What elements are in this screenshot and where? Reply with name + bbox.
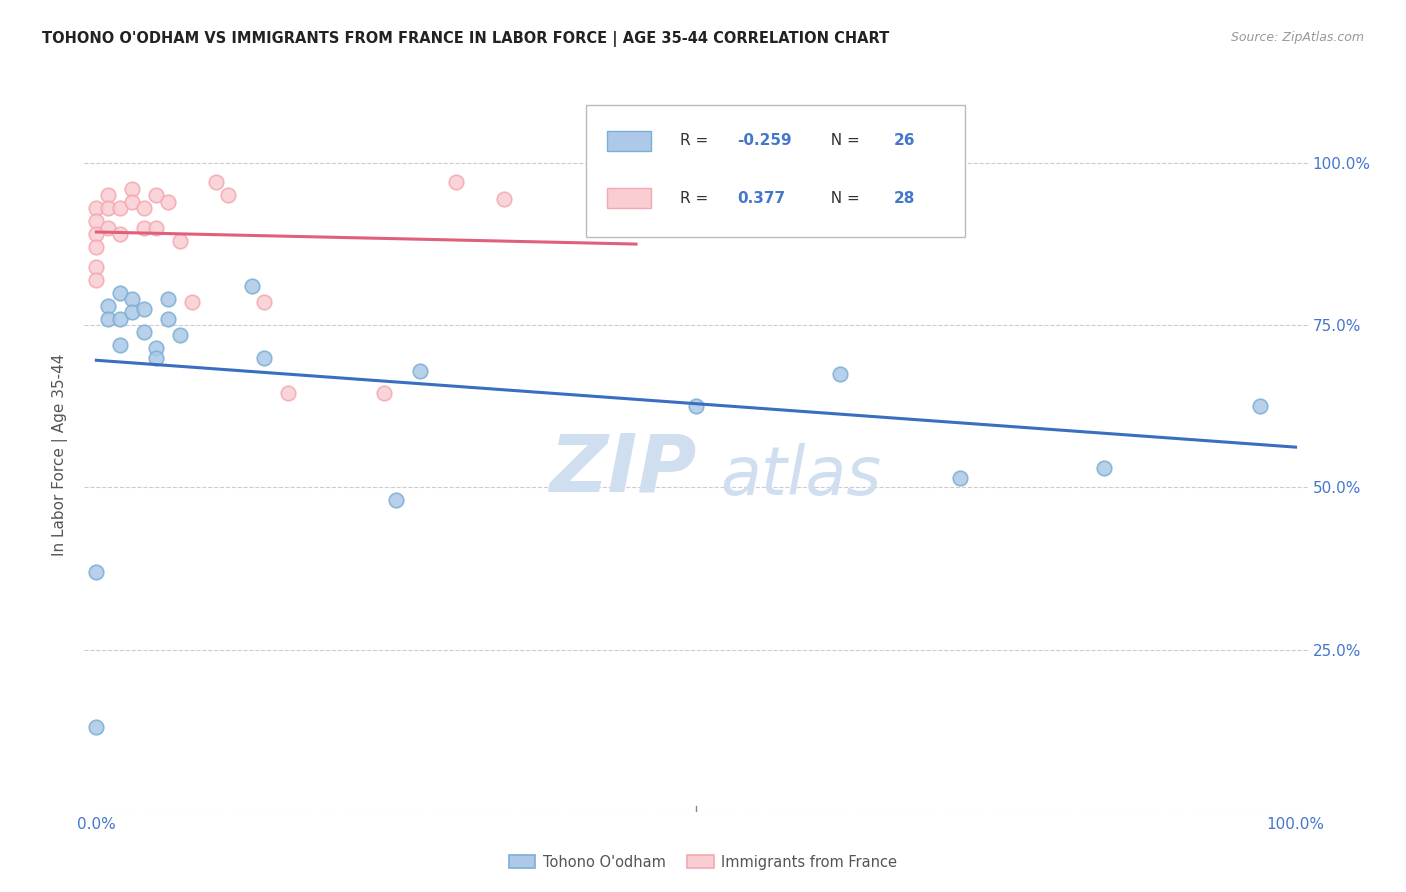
Point	[145, 351, 167, 365]
Point	[145, 220, 167, 235]
Point	[157, 194, 180, 209]
Point	[253, 295, 276, 310]
Point	[828, 367, 851, 381]
Point	[86, 273, 108, 287]
Point	[86, 227, 108, 242]
Point	[97, 299, 120, 313]
Point	[1249, 399, 1271, 413]
Point	[217, 188, 239, 202]
Point	[97, 311, 120, 326]
Point	[373, 386, 395, 401]
Point	[624, 176, 647, 190]
Point	[121, 182, 143, 196]
Point	[145, 341, 167, 355]
Text: -0.259: -0.259	[738, 134, 792, 148]
Point	[134, 202, 156, 216]
Point	[86, 720, 108, 734]
Text: ZIP: ZIP	[550, 430, 696, 508]
Point	[97, 202, 120, 216]
Legend: Tohono O'odham, Immigrants from France: Tohono O'odham, Immigrants from France	[503, 849, 903, 876]
Text: 28: 28	[894, 191, 915, 205]
Point	[110, 311, 132, 326]
Point	[134, 325, 156, 339]
Point	[409, 363, 432, 377]
Point	[110, 285, 132, 300]
Text: Source: ZipAtlas.com: Source: ZipAtlas.com	[1230, 31, 1364, 45]
Point	[86, 260, 108, 274]
FancyBboxPatch shape	[606, 188, 651, 208]
Point	[134, 220, 156, 235]
Point	[86, 565, 108, 579]
Text: R =: R =	[681, 191, 713, 205]
Point	[86, 240, 108, 254]
Point	[444, 176, 467, 190]
Text: N =: N =	[821, 191, 865, 205]
Point	[86, 202, 108, 216]
Point	[86, 214, 108, 228]
Point	[169, 327, 191, 342]
Point	[169, 234, 191, 248]
Point	[205, 176, 228, 190]
Text: atlas: atlas	[720, 443, 882, 509]
Point	[110, 202, 132, 216]
Point	[1092, 461, 1115, 475]
Text: 0.377: 0.377	[738, 191, 786, 205]
Point	[121, 292, 143, 306]
Text: 26: 26	[894, 134, 915, 148]
Point	[685, 399, 707, 413]
Text: R =: R =	[681, 134, 713, 148]
Point	[157, 292, 180, 306]
Point	[134, 301, 156, 316]
Text: TOHONO O'ODHAM VS IMMIGRANTS FROM FRANCE IN LABOR FORCE | AGE 35-44 CORRELATION : TOHONO O'ODHAM VS IMMIGRANTS FROM FRANCE…	[42, 31, 890, 47]
Point	[110, 227, 132, 242]
Point	[97, 188, 120, 202]
Point	[145, 188, 167, 202]
Point	[253, 351, 276, 365]
Point	[121, 305, 143, 319]
FancyBboxPatch shape	[586, 105, 965, 237]
Point	[97, 220, 120, 235]
Point	[240, 279, 263, 293]
Point	[949, 470, 972, 484]
FancyBboxPatch shape	[606, 131, 651, 151]
Point	[494, 192, 516, 206]
Point	[385, 493, 408, 508]
Point	[110, 337, 132, 351]
Point	[157, 311, 180, 326]
Point	[277, 386, 299, 401]
Y-axis label: In Labor Force | Age 35-44: In Labor Force | Age 35-44	[52, 354, 69, 556]
Point	[181, 295, 204, 310]
Point	[121, 194, 143, 209]
Text: N =: N =	[821, 134, 865, 148]
